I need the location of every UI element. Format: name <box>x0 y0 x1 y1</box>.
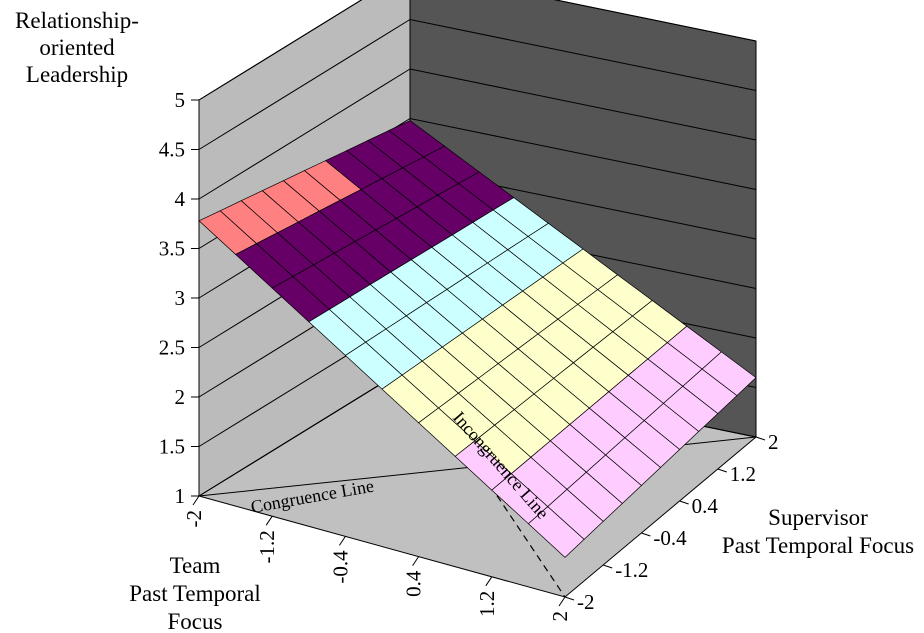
z-axis-title-line-1: Relationship- <box>15 8 139 33</box>
z-tick-label: 4.5 <box>159 138 185 162</box>
z-tick-label: 5 <box>175 88 186 112</box>
supervisor-tick-label: 2 <box>768 430 779 454</box>
z-axis-title: Relationship- oriented Leadership <box>15 8 139 87</box>
surface-cell <box>527 506 585 558</box>
team-tick-label: -1.2 <box>255 530 279 563</box>
z-axis-title-line-2: oriented <box>39 35 115 60</box>
team-tick-mark <box>192 495 200 506</box>
z-tick-label: 2 <box>175 385 186 409</box>
gridline <box>198 18 757 150</box>
team-axis-title-line-1: Team <box>170 553 221 578</box>
team-tick-label: 1.2 <box>475 591 499 617</box>
supervisor-tick-mark <box>679 500 689 505</box>
supervisor-tick-mark <box>755 436 766 441</box>
team-tick-mark <box>265 515 273 526</box>
response-surface <box>198 120 757 558</box>
z-tick-label: 4 <box>175 187 186 211</box>
incongruence-line <box>409 365 566 598</box>
team-axis-title: Team Past Temporal Focus <box>129 553 260 633</box>
supervisor-axis-title-line-1: Supervisor <box>768 505 868 530</box>
team-tick-label: -2 <box>182 510 206 528</box>
supervisor-tick-mark <box>717 468 727 473</box>
team-tick-label: 0.4 <box>402 570 426 597</box>
supervisor-axis-title: Supervisor Past Temporal Focus <box>722 505 914 558</box>
supervisor-tick-mark <box>603 564 613 569</box>
supervisor-axis-title-line-2: Past Temporal Focus <box>722 533 914 558</box>
team-axis-title-line-3: Focus <box>168 609 223 633</box>
supervisor-tick-mark <box>641 532 651 537</box>
team-tick-mark <box>412 556 420 566</box>
team-tick-mark <box>558 596 566 607</box>
z-tick-label: 2.5 <box>159 336 185 360</box>
supervisor-tick-label: -2 <box>577 590 595 614</box>
supervisor-tick-label: 0.4 <box>692 494 719 518</box>
team-tick-mark <box>338 536 346 546</box>
z-tick-label: 3.5 <box>159 237 185 261</box>
gridline <box>198 0 757 101</box>
team-axis-title-line-2: Past Temporal <box>129 581 260 606</box>
gridline <box>198 68 757 200</box>
supervisor-tick-label: -0.4 <box>653 526 687 550</box>
z-tick-label: 1 <box>175 484 186 508</box>
z-tick-label: 3 <box>175 286 186 310</box>
supervisor-tick-label: -1.2 <box>615 558 648 582</box>
team-tick-label: 2 <box>548 611 572 622</box>
z-axis-title-line-3: Leadership <box>26 62 128 87</box>
axis-ticks: 11.522.533.544.55-2-1.2-0.40.41.2 2-2-1.2… <box>159 88 779 622</box>
z-tick-label: 1.5 <box>159 435 185 459</box>
team-tick-label: -0.4 <box>328 550 352 584</box>
supervisor-tick-label: 1.2 <box>730 462 756 486</box>
team-tick-mark <box>485 576 493 587</box>
supervisor-tick-mark <box>564 596 575 601</box>
